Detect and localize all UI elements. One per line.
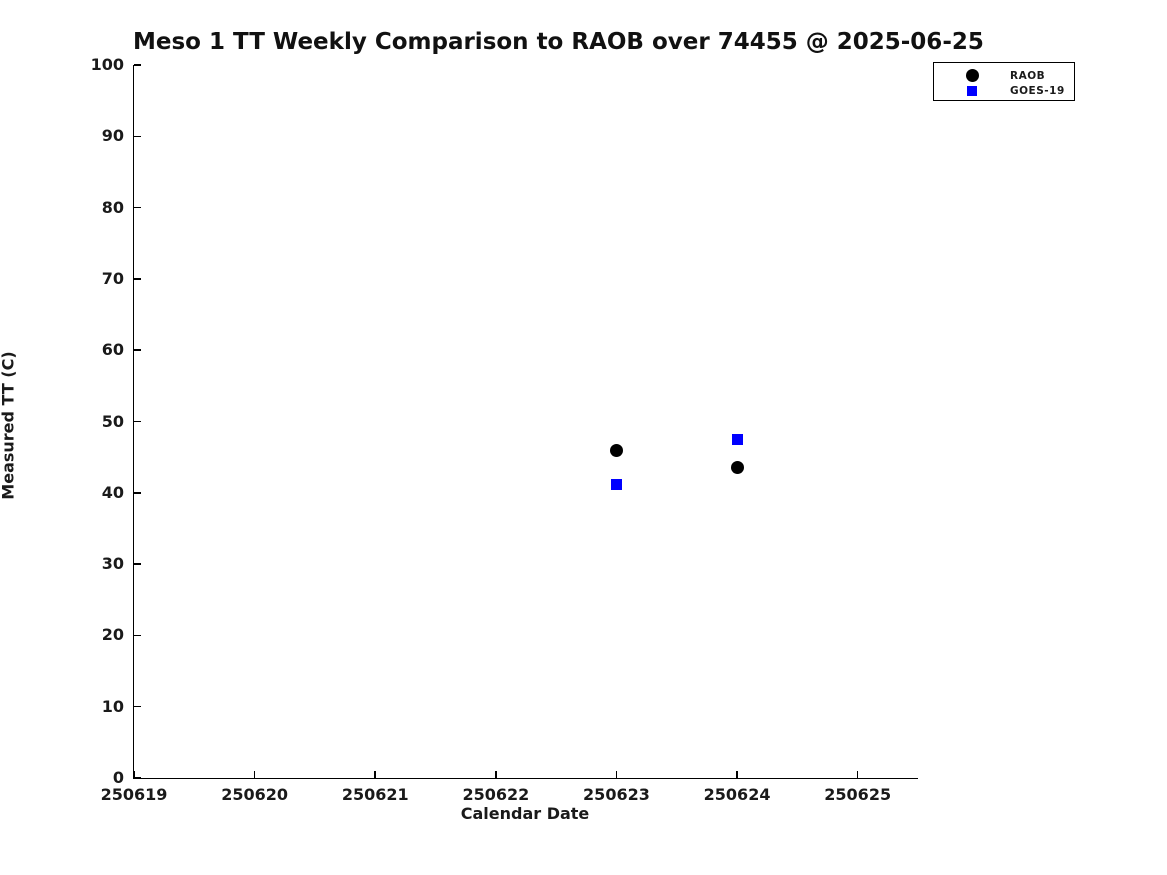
y-tick-label: 40: [101, 482, 124, 502]
y-tick-label: 30: [101, 554, 124, 574]
legend-square-icon: [967, 85, 977, 96]
y-tick-mark: [134, 420, 141, 423]
y-tick-mark: [134, 563, 141, 565]
y-tick-label: 90: [101, 126, 124, 146]
x-tick-mark: [253, 771, 256, 778]
x-tick-label: 250621: [341, 785, 409, 804]
x-tick-mark: [133, 771, 135, 778]
legend-entry-goes-19: GOES-19: [934, 83, 1074, 98]
y-tick-mark: [134, 349, 141, 351]
chart-title: Meso 1 TT Weekly Comparison to RAOB over…: [133, 29, 984, 55]
data-point-raob: [730, 460, 744, 474]
x-tick-label: 250619: [100, 785, 168, 804]
x-tick-label: 250623: [583, 785, 650, 804]
y-tick-mark: [134, 634, 141, 637]
plot-area: 0 10 20 30 40 50 60 70 80 90 100 250619 250620 250621…: [91, 55, 918, 804]
y-tick-mark: [134, 492, 141, 494]
y-tick-label: 20: [101, 625, 124, 645]
x-axis-label: Calendar Date: [460, 804, 590, 823]
x-tick-label: 250625: [824, 785, 892, 804]
y-tick-mark: [134, 777, 141, 779]
y-tick-label: 70: [101, 268, 124, 288]
data-point-goes-19: [610, 478, 622, 490]
data-point-goes-19: [731, 433, 743, 445]
legend-marker-cell: [934, 69, 1010, 82]
x-tick-label: 250620: [221, 785, 288, 804]
x-tick-label: 250622: [462, 785, 530, 804]
y-tick-mark: [134, 64, 141, 66]
x-tick-mark: [736, 771, 738, 778]
legend-marker-cell: [934, 85, 1010, 96]
x-tick-mark: [856, 771, 859, 778]
x-tick-mark: [615, 771, 618, 778]
y-tick-mark: [134, 135, 141, 138]
legend-label-goes-19: GOES-19: [1010, 84, 1065, 97]
legend-label-raob: RAOB: [1010, 69, 1046, 82]
y-tick-label: 60: [101, 340, 124, 360]
y-tick-label: 50: [101, 411, 124, 431]
y-axis-label: Measured TT (C): [0, 351, 18, 500]
y-tick-label: 100: [90, 55, 124, 74]
x-tick-mark: [374, 771, 376, 778]
y-tick-label: 10: [101, 696, 124, 716]
legend-circle-icon: [965, 69, 979, 82]
y-tick-mark: [134, 278, 141, 280]
data-point-raob: [609, 444, 623, 458]
legend-entry-raob: RAOB: [934, 68, 1074, 83]
y-tick-label: 80: [101, 197, 124, 217]
y-tick-mark: [134, 206, 141, 209]
y-tick-mark: [134, 705, 141, 708]
x-tick-mark: [495, 771, 497, 778]
x-tick-label: 250624: [703, 785, 771, 804]
y-tick-label: 0: [112, 768, 124, 787]
legend: RAOB GOES-19: [933, 62, 1075, 101]
